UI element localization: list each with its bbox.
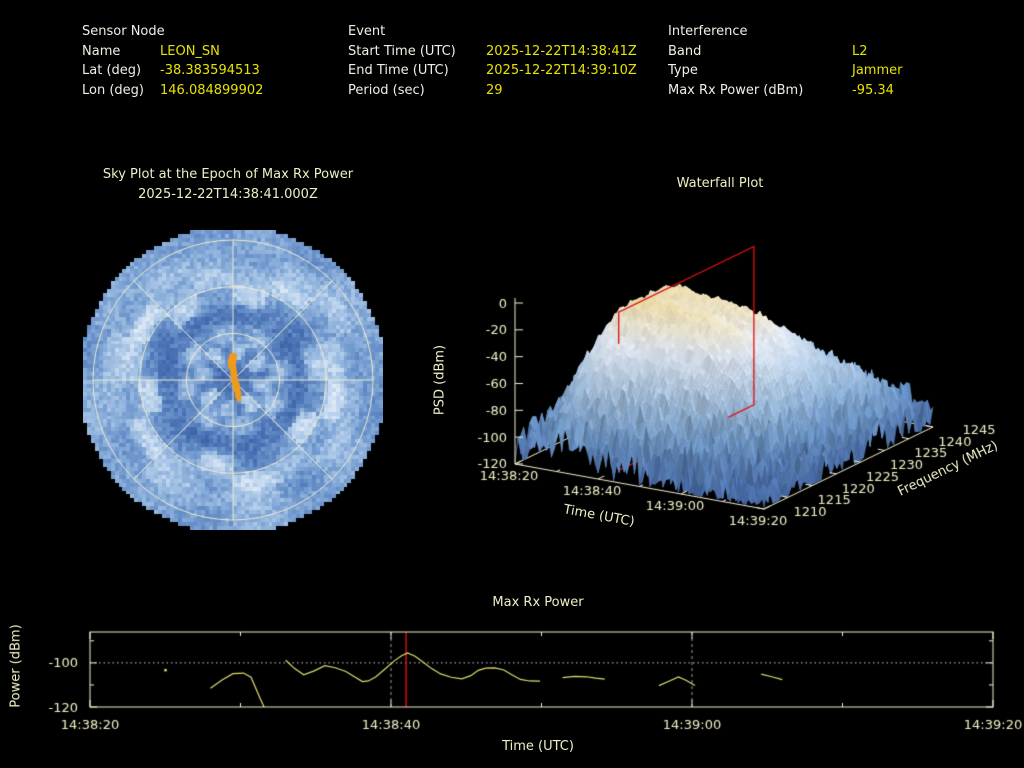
event-start-label: Start Time (UTC) [348, 43, 456, 59]
event-start-row: Start Time (UTC) 2025-12-22T14:38:41Z [348, 42, 637, 62]
interference-band-label: Band [668, 43, 702, 59]
sensor-lon-value: 146.084899902 [160, 82, 264, 98]
interference-power-label: Max Rx Power (dBm) [668, 82, 804, 98]
interference-title: Interference [668, 24, 748, 39]
sensor-node-title: Sensor Node [82, 24, 165, 39]
sensor-lon-label: Lon (deg) [82, 82, 144, 98]
sensor-lat-row: Lat (deg) -38.383594513 [82, 61, 263, 81]
event-start-value: 2025-12-22T14:38:41Z [486, 43, 637, 59]
interference-power-value: -95.34 [852, 82, 894, 98]
sensor-node-panel: Sensor Node Name LEON_SN Lat (deg) -38.383… [82, 22, 263, 100]
event-period-row: Period (sec) 29 [348, 81, 637, 101]
power-yaxis-label: Power (dBm) [8, 624, 24, 708]
sensor-name-row: Name LEON_SN [82, 42, 263, 62]
sensor-lon-row: Lon (deg) 146.084899902 [82, 81, 263, 101]
power-chart-canvas [0, 580, 1024, 768]
sky-plot-title: Sky Plot at the Epoch of Max Rx Power [102, 167, 354, 182]
event-end-label: End Time (UTC) [348, 63, 449, 78]
interference-band-row: Band L2 [668, 42, 902, 62]
interference-type-value: Jammer [852, 63, 903, 78]
sensor-lat-label: Lat (deg) [82, 63, 142, 78]
event-period-label: Period (sec) [348, 82, 425, 98]
waterfall-zaxis-label: PSD (dBm) [432, 344, 448, 416]
interference-panel: Interference Band L2 Type Jammer Max Rx Po… [668, 22, 902, 100]
waterfall-canvas [414, 170, 1024, 545]
event-end-value: 2025-12-22T14:39:10Z [486, 63, 637, 78]
sensor-name-label: Name [82, 43, 121, 59]
sky-plot-subtitle: 2025-12-22T14:38:41.000Z [138, 187, 318, 202]
interference-band-value: L2 [852, 43, 868, 59]
sky-plot-canvas [83, 230, 383, 530]
event-panel: Event Start Time (UTC) 2025-12-22T14:38:4… [348, 22, 637, 100]
interference-power-row: Max Rx Power (dBm) -95.34 [668, 81, 902, 101]
power-xaxis-label: Time (UTC) [502, 739, 574, 754]
sensor-lat-value: -38.383594513 [160, 63, 260, 78]
event-period-value: 29 [486, 82, 503, 98]
event-end-row: End Time (UTC) 2025-12-22T14:39:10Z [348, 61, 637, 81]
interference-type-row: Type Jammer [668, 61, 902, 81]
event-title: Event [348, 24, 386, 39]
interference-type-label: Type [668, 63, 698, 78]
sky-plot-title-block: Sky Plot at the Epoch of Max Rx Power 20… [48, 165, 408, 205]
sensor-name-value: LEON_SN [160, 43, 220, 59]
